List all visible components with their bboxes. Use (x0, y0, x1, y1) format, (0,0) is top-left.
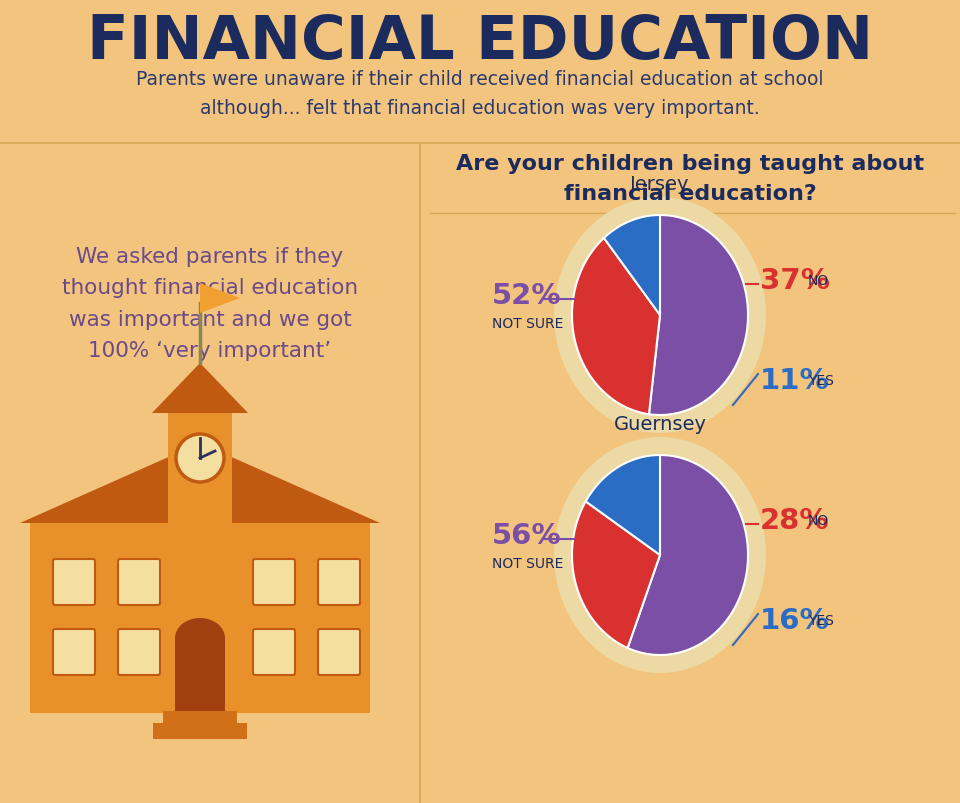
Text: NOT SURE: NOT SURE (492, 316, 564, 331)
Text: 11%: 11% (760, 366, 829, 394)
Text: 37%: 37% (760, 267, 830, 295)
Text: YES: YES (808, 613, 834, 627)
Ellipse shape (554, 438, 766, 673)
Text: 16%: 16% (760, 606, 829, 634)
Bar (175, 638, 225, 713)
Bar (163, 711, 237, 725)
Ellipse shape (554, 198, 766, 434)
Text: We asked parents if they
thought financial education
was important and we got
10: We asked parents if they thought financi… (62, 247, 358, 361)
Polygon shape (572, 502, 660, 648)
Text: Are your children being taught about
financial education?: Are your children being taught about fin… (456, 154, 924, 203)
Text: NO: NO (808, 274, 829, 287)
FancyBboxPatch shape (253, 630, 295, 675)
Circle shape (176, 434, 224, 483)
Polygon shape (20, 443, 380, 524)
Text: Parents were unaware if their child received financial education at school
altho: Parents were unaware if their child rece… (136, 70, 824, 118)
Bar (30, 524, 370, 713)
FancyBboxPatch shape (118, 560, 160, 605)
Polygon shape (604, 216, 660, 316)
FancyBboxPatch shape (318, 560, 360, 605)
Polygon shape (628, 455, 748, 655)
Polygon shape (200, 283, 240, 314)
Text: Guernsey: Guernsey (613, 414, 707, 434)
FancyBboxPatch shape (118, 630, 160, 675)
FancyBboxPatch shape (53, 560, 95, 605)
Polygon shape (649, 216, 748, 415)
Bar (153, 723, 247, 739)
FancyBboxPatch shape (318, 630, 360, 675)
Polygon shape (152, 364, 248, 414)
Text: 28%: 28% (760, 507, 829, 534)
Text: YES: YES (808, 373, 834, 388)
Text: FINANCIAL EDUCATION: FINANCIAL EDUCATION (87, 13, 873, 71)
Ellipse shape (175, 618, 225, 658)
Text: Jersey: Jersey (631, 175, 689, 194)
Bar (168, 414, 232, 524)
Text: 56%: 56% (492, 521, 562, 549)
FancyBboxPatch shape (53, 630, 95, 675)
Text: NOT SURE: NOT SURE (492, 556, 564, 570)
FancyBboxPatch shape (253, 560, 295, 605)
Polygon shape (586, 455, 660, 556)
Text: NO: NO (808, 513, 829, 528)
Polygon shape (572, 238, 660, 414)
Text: 52%: 52% (492, 282, 562, 310)
